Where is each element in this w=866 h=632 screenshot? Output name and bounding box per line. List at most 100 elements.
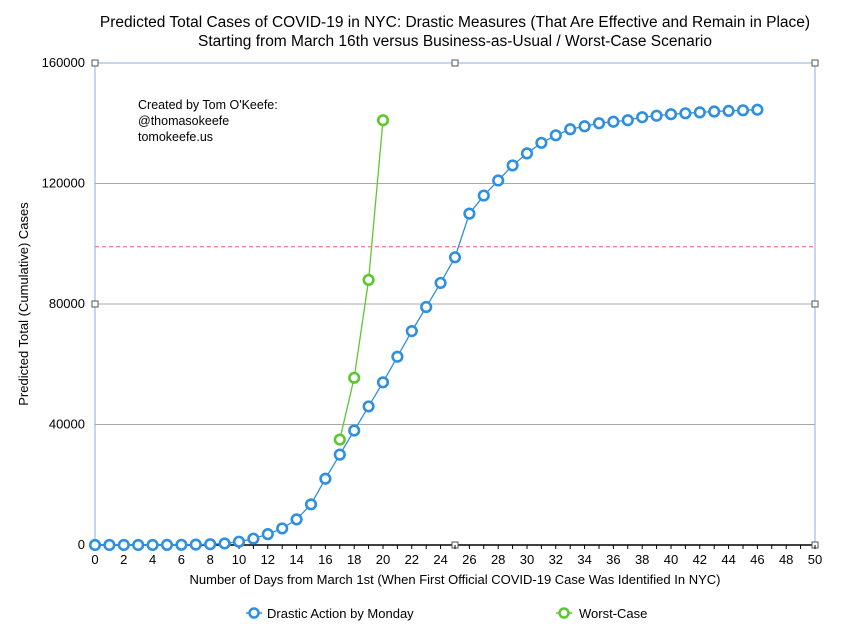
series-0-point-11 xyxy=(247,532,260,545)
chart-title-line-1: Predicted Total Cases of COVID-19 in NYC… xyxy=(100,14,810,31)
x-tick-label-25: 50 xyxy=(808,552,822,567)
frame-handle-2 xyxy=(811,59,819,67)
x-tick-label-13: 26 xyxy=(462,552,476,567)
series-layer xyxy=(88,103,764,552)
series-1-point-0 xyxy=(333,433,346,446)
x-axis-label: Number of Days from March 1st (When Firs… xyxy=(190,572,721,587)
x-tick-label-1: 2 xyxy=(120,552,127,567)
series-0-point-44 xyxy=(722,104,735,117)
series-0-point-22 xyxy=(405,325,418,338)
series-0-point-13 xyxy=(276,522,289,535)
series-0-point-40 xyxy=(664,108,678,121)
series-0-point-1 xyxy=(103,538,116,552)
annotation-line-2: @thomasokeefe xyxy=(138,114,229,128)
series-1-point-1 xyxy=(348,371,361,384)
x-tick-label-18: 36 xyxy=(606,552,620,567)
series-0-point-4 xyxy=(146,538,159,552)
series-0-point-42 xyxy=(693,106,706,119)
series-0-point-17 xyxy=(333,448,346,461)
x-tick-label-14: 28 xyxy=(491,552,505,567)
series-0-point-16 xyxy=(319,472,332,485)
frame-handle-3 xyxy=(91,300,99,308)
x-tick-label-5: 10 xyxy=(232,552,246,567)
series-0-point-24 xyxy=(434,276,447,290)
series-0-point-15 xyxy=(304,498,318,511)
y-axis-label: Predicted Total (Cumulative) Cases xyxy=(16,202,31,406)
series-0-point-2 xyxy=(117,538,130,552)
series-0-point-29 xyxy=(506,159,519,172)
series-0-point-27 xyxy=(477,189,490,202)
x-tick-label-22: 44 xyxy=(721,552,735,567)
series-0-point-0 xyxy=(88,538,102,552)
y-tick-label-4: 160000 xyxy=(42,55,85,70)
x-tick-label-24: 48 xyxy=(779,552,793,567)
frame-handle-0 xyxy=(91,59,99,67)
series-0-point-36 xyxy=(607,115,620,128)
x-tick-label-10: 20 xyxy=(376,552,390,567)
series-0-point-20 xyxy=(376,376,390,389)
x-tick-label-23: 46 xyxy=(750,552,764,567)
series-0-point-10 xyxy=(232,535,246,548)
series-0-point-18 xyxy=(348,424,361,437)
series-0-point-23 xyxy=(420,300,433,314)
x-tick-label-21: 42 xyxy=(693,552,707,567)
series-0-point-3 xyxy=(132,538,145,552)
series-0-point-21 xyxy=(391,350,404,363)
y-tick-label-3: 120000 xyxy=(42,176,85,191)
legend-marker-worst-case xyxy=(558,607,570,619)
series-0-point-30 xyxy=(520,147,534,160)
series-1-point-3 xyxy=(376,114,390,127)
frame-handle-4 xyxy=(811,300,819,308)
y-tick-label-2: 80000 xyxy=(49,296,85,311)
legend-label-worst-case: Worst-Case xyxy=(579,606,647,621)
series-0-point-41 xyxy=(679,107,692,120)
x-tick-label-11: 22 xyxy=(405,552,419,567)
frame-handle-1 xyxy=(451,59,459,67)
annotation-line-3: tomokeefe.us xyxy=(138,130,213,144)
x-tick-label-2: 4 xyxy=(149,552,156,567)
x-tick-label-3: 6 xyxy=(178,552,185,567)
x-tick-label-0: 0 xyxy=(91,552,98,567)
x-tick-label-16: 32 xyxy=(549,552,563,567)
x-tick-label-8: 16 xyxy=(318,552,332,567)
series-0-point-32 xyxy=(549,129,562,142)
series-0-point-28 xyxy=(492,174,505,187)
series-0-point-31 xyxy=(535,136,548,149)
legend: Drastic Action by Monday Worst-Case xyxy=(246,606,647,621)
series-0-point-12 xyxy=(261,528,274,541)
series-0-point-5 xyxy=(160,538,174,552)
series-0-point-34 xyxy=(578,120,591,133)
x-tick-label-12: 24 xyxy=(433,552,447,567)
plot-frame xyxy=(91,59,819,549)
x-tick-label-20: 40 xyxy=(664,552,678,567)
series-0-point-37 xyxy=(621,114,634,127)
x-tick-label-4: 8 xyxy=(207,552,214,567)
legend-marker-drastic xyxy=(248,607,260,619)
series-0-point-14 xyxy=(290,513,303,526)
series-line-0 xyxy=(94,109,758,546)
series-0-point-26 xyxy=(463,207,476,220)
series-0-point-45 xyxy=(736,104,750,117)
series-0-point-35 xyxy=(592,117,606,130)
y-tick-label-0: 0 xyxy=(78,537,85,552)
x-tick-label-9: 18 xyxy=(347,552,361,567)
x-tick-label-7: 14 xyxy=(289,552,303,567)
annotation-line-1: Created by Tom O'Keefe: xyxy=(138,98,278,112)
x-tick-label-19: 38 xyxy=(635,552,649,567)
series-0-point-25 xyxy=(448,251,462,264)
y-tick-label-1: 40000 xyxy=(49,417,85,432)
chart-title-line-2: Starting from March 16th versus Business… xyxy=(198,33,712,50)
grid xyxy=(95,183,815,425)
series-0-point-19 xyxy=(362,400,375,413)
series-0-point-39 xyxy=(650,109,663,122)
series-0-point-6 xyxy=(175,538,188,551)
series-0-point-46 xyxy=(751,103,764,116)
series-0-point-8 xyxy=(204,538,217,551)
x-tick-label-6: 12 xyxy=(261,552,275,567)
x-tick-label-15: 30 xyxy=(520,552,534,567)
y-axis-ticks: 0 40000 80000 120000 160000 xyxy=(42,55,85,552)
series-1-point-2 xyxy=(362,273,375,287)
series-line-1 xyxy=(339,120,384,440)
series-0-point-33 xyxy=(564,123,577,136)
